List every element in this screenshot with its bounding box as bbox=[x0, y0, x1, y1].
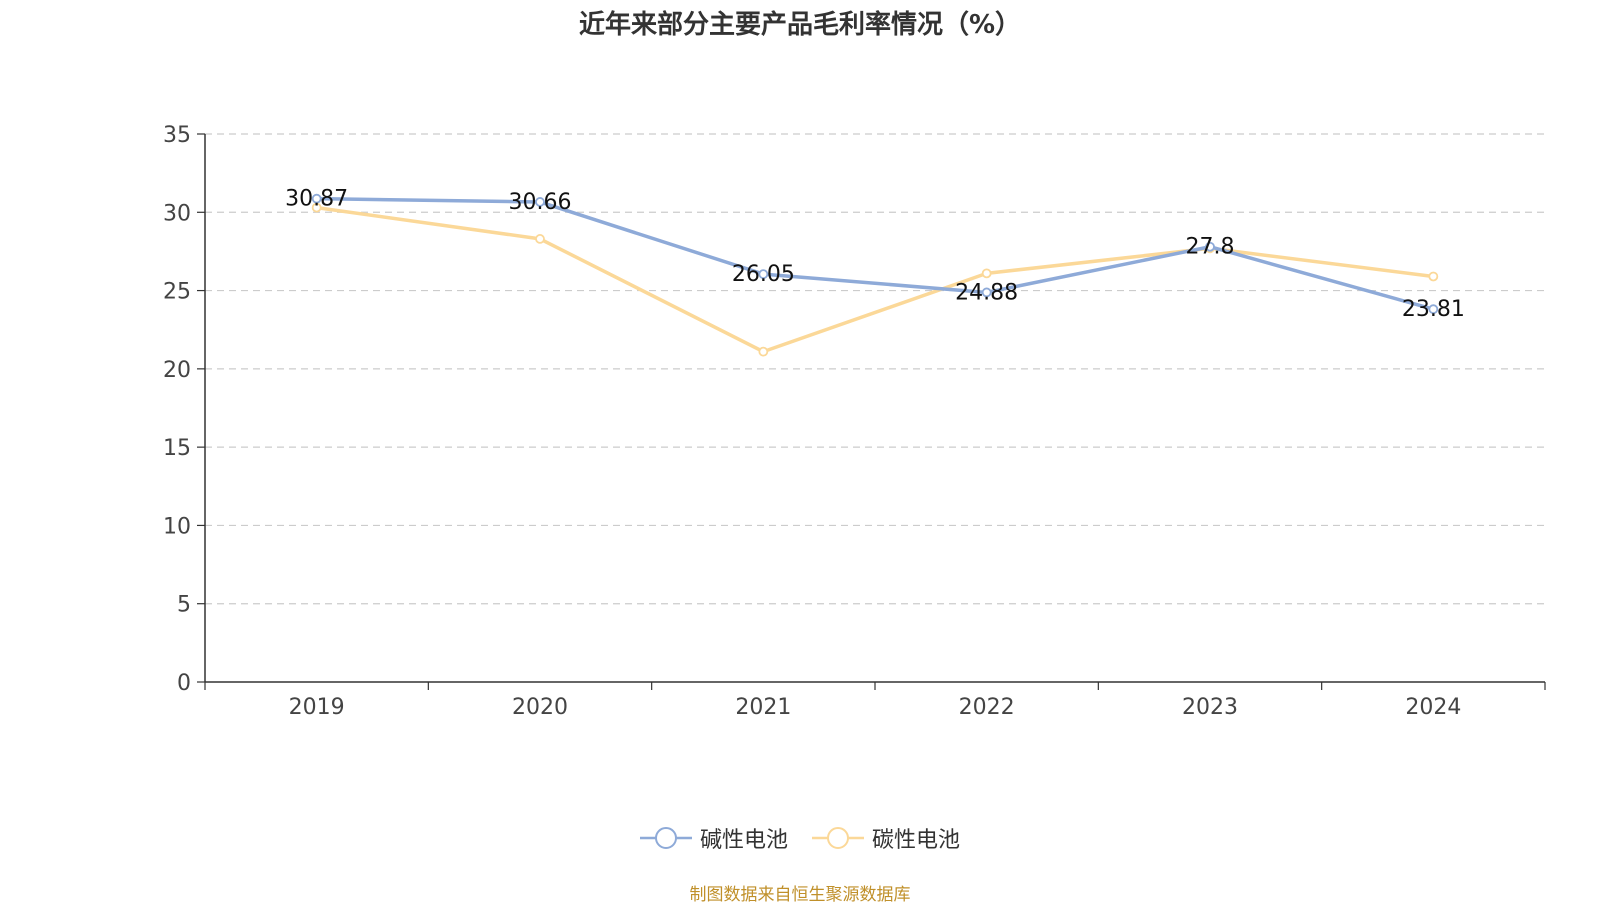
y-tick-label: 10 bbox=[163, 514, 191, 539]
series-point bbox=[311, 202, 322, 213]
series-line bbox=[316, 196, 1434, 311]
series-line bbox=[316, 205, 1434, 354]
data-label: 30.66 bbox=[509, 190, 572, 215]
label-layer: 30.87 30.66 26.05 24.88 27.8 23.81 bbox=[285, 187, 1465, 323]
legend-label: 碳性电池 bbox=[872, 828, 961, 853]
legend-item[interactable]: 碳性电池 bbox=[812, 822, 960, 854]
data-label: 26.05 bbox=[732, 262, 795, 287]
series-point bbox=[758, 269, 769, 280]
data-label: 24.88 bbox=[955, 280, 1018, 305]
x-tick-label: 2023 bbox=[1182, 695, 1238, 720]
legend-label: 碱性电池 bbox=[699, 828, 788, 853]
series-point bbox=[535, 197, 545, 207]
legend-swatch-icon bbox=[639, 827, 692, 849]
series-point bbox=[1428, 271, 1439, 282]
data-label: 30.87 bbox=[285, 187, 348, 212]
data-label: 27.8 bbox=[1186, 235, 1235, 260]
x-tick-label: 2019 bbox=[289, 695, 345, 720]
axis-layer: 0 5 10 15 20 25 30 35 2019 2020 2021 2022 2023 2024 bbox=[163, 123, 1546, 720]
legend-swatch-icon bbox=[812, 827, 864, 849]
y-tick-label: 0 bbox=[177, 671, 191, 696]
x-tick-label: 2022 bbox=[959, 695, 1015, 720]
legend-item[interactable]: 碱性电池 bbox=[639, 822, 788, 854]
x-tick-label: 2020 bbox=[512, 695, 568, 720]
y-tick-label: 15 bbox=[163, 436, 191, 461]
series-point bbox=[981, 268, 992, 279]
legend: 碱性电池 碳性电池 bbox=[0, 822, 1600, 854]
series-layer bbox=[311, 193, 1439, 357]
source-note: 制图数据来自恒生聚源数据库 bbox=[689, 885, 911, 905]
x-tick-label: 2024 bbox=[1405, 695, 1461, 720]
y-tick-label: 35 bbox=[163, 123, 191, 148]
series-point bbox=[758, 346, 769, 357]
chart-title: 近年来部分主要产品毛利率情况（%） bbox=[578, 10, 1022, 40]
y-tick-label: 25 bbox=[163, 280, 191, 305]
y-tick-label: 20 bbox=[163, 358, 191, 383]
x-tick-label: 2021 bbox=[735, 695, 791, 720]
y-tick-label: 5 bbox=[177, 593, 191, 618]
grid-layer bbox=[205, 133, 1545, 605]
series-point bbox=[535, 234, 545, 244]
series-point bbox=[1428, 304, 1439, 315]
series-point bbox=[311, 193, 322, 204]
series-point bbox=[1205, 241, 1215, 252]
series-point bbox=[981, 287, 992, 298]
data-label: 23.81 bbox=[1402, 297, 1465, 322]
y-tick-label: 30 bbox=[163, 201, 191, 226]
